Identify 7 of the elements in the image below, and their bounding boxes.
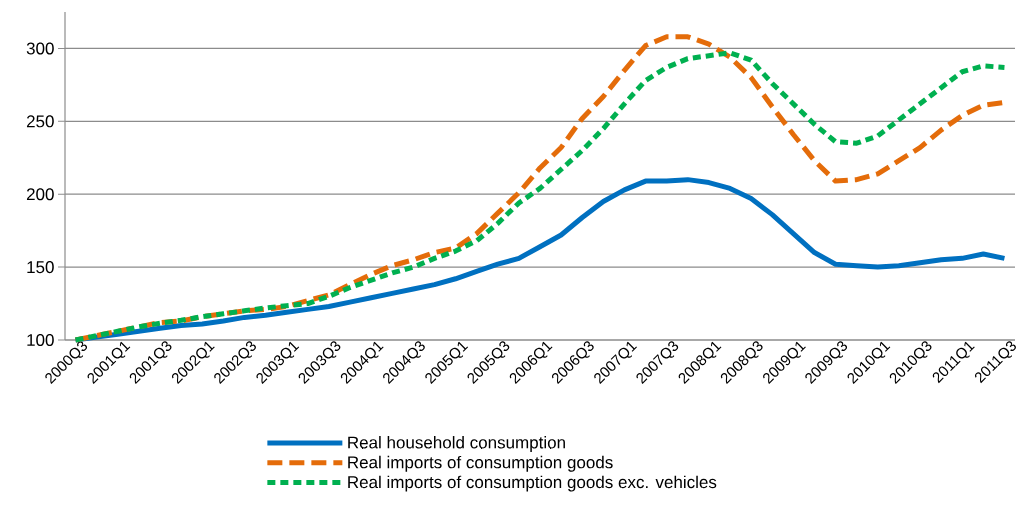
y-tick-label: 300 xyxy=(26,42,54,55)
legend-label: Real household consumption xyxy=(348,436,565,452)
y-tick-label: 200 xyxy=(26,188,54,201)
y-tick-label: 150 xyxy=(27,261,54,274)
y-tick-label: 250 xyxy=(26,115,54,128)
legend-label: Real imports of consumption goods xyxy=(348,455,613,472)
legend-label: Real imports of consumption goods exc. vehicles xyxy=(348,475,717,492)
